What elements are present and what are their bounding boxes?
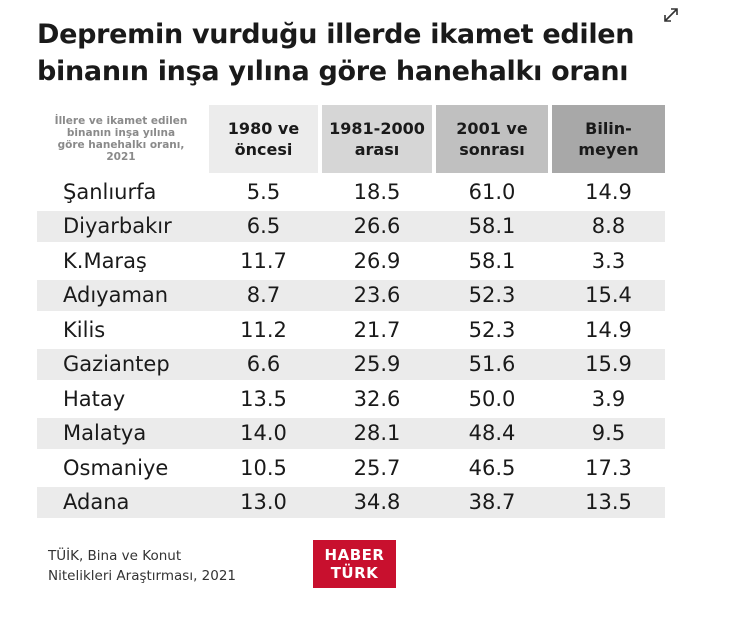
cell: 48.4 bbox=[468, 421, 516, 446]
row-stripe bbox=[37, 383, 665, 415]
cell: 13.5 bbox=[585, 490, 632, 515]
cell: 25.7 bbox=[353, 455, 401, 480]
cell: 13.0 bbox=[240, 490, 287, 515]
column-header: Bilin- meyen bbox=[552, 105, 665, 173]
expand-icon[interactable] bbox=[662, 6, 680, 24]
row-stripe bbox=[37, 176, 665, 208]
corner-label: İllere ve ikamet edilen binanın inşa yıl… bbox=[54, 115, 188, 163]
cell: 21.7 bbox=[353, 317, 401, 342]
title: Depremin vurduğu illerde ikamet edilen b… bbox=[37, 19, 635, 87]
cell: 18.5 bbox=[353, 179, 401, 204]
cell: 26.9 bbox=[353, 248, 401, 273]
cell: 23.6 bbox=[353, 283, 401, 308]
row-stripe bbox=[37, 245, 665, 277]
column-header: 2001 ve sonrası bbox=[436, 105, 548, 173]
row-label: K.Maraş bbox=[63, 248, 147, 273]
cell: 9.5 bbox=[591, 421, 626, 446]
cell: 52.3 bbox=[468, 283, 516, 308]
cell: 14.9 bbox=[585, 317, 632, 342]
cell: 8.7 bbox=[246, 283, 281, 308]
cell: 3.3 bbox=[591, 248, 626, 273]
row-stripe bbox=[37, 417, 665, 449]
cell: 26.6 bbox=[353, 214, 401, 239]
cell: 10.5 bbox=[240, 455, 287, 480]
logo-text: TÜRK bbox=[330, 564, 379, 582]
column-header: 1980 ve öncesi bbox=[209, 105, 318, 173]
row-stripe bbox=[37, 486, 665, 518]
cell: 3.9 bbox=[591, 386, 626, 411]
row-label: Diyarbakır bbox=[63, 214, 172, 239]
cell: 5.5 bbox=[246, 179, 281, 204]
cell: 58.1 bbox=[468, 248, 516, 273]
row-label: Malatya bbox=[63, 421, 147, 446]
cell: 8.8 bbox=[591, 214, 626, 239]
logo-text: HABER bbox=[324, 546, 385, 564]
cell: 17.3 bbox=[585, 455, 632, 480]
logo: HABER TÜRK bbox=[313, 540, 396, 588]
cell: 34.8 bbox=[353, 490, 401, 515]
cell: 61.0 bbox=[468, 179, 516, 204]
cell: 46.5 bbox=[468, 455, 516, 480]
source: TÜİK, Bina ve Konut Nitelikleri Araştırm… bbox=[48, 548, 237, 584]
row-label: Gaziantep bbox=[63, 352, 170, 377]
cell: 51.6 bbox=[468, 352, 516, 377]
row-label: Kilis bbox=[63, 317, 106, 342]
row-stripe bbox=[37, 210, 665, 242]
cell: 13.5 bbox=[240, 386, 287, 411]
row-label: Şanlıurfa bbox=[63, 179, 157, 204]
cell: 14.9 bbox=[585, 179, 632, 204]
row-stripe bbox=[37, 452, 665, 484]
row-stripe bbox=[37, 279, 665, 311]
row-stripe bbox=[37, 348, 665, 380]
row-label: Hatay bbox=[63, 386, 126, 411]
cell: 38.7 bbox=[468, 490, 516, 515]
cell: 11.2 bbox=[240, 317, 287, 342]
cell: 11.7 bbox=[240, 248, 287, 273]
row-label: Osmaniye bbox=[63, 455, 169, 480]
row-stripe bbox=[37, 314, 665, 346]
cell: 14.0 bbox=[240, 421, 287, 446]
cell: 15.4 bbox=[585, 283, 632, 308]
cell: 15.9 bbox=[585, 352, 632, 377]
cell: 6.5 bbox=[246, 214, 281, 239]
row-label: Adıyaman bbox=[63, 283, 169, 308]
cell: 52.3 bbox=[468, 317, 516, 342]
cell: 32.6 bbox=[353, 386, 401, 411]
cell: 6.6 bbox=[246, 352, 281, 377]
column-header: 1981-2000 arası bbox=[322, 105, 432, 173]
row-label: Adana bbox=[63, 490, 130, 515]
cell: 25.9 bbox=[353, 352, 401, 377]
cell: 28.1 bbox=[353, 421, 401, 446]
cell: 50.0 bbox=[468, 386, 516, 411]
cell: 58.1 bbox=[468, 214, 516, 239]
